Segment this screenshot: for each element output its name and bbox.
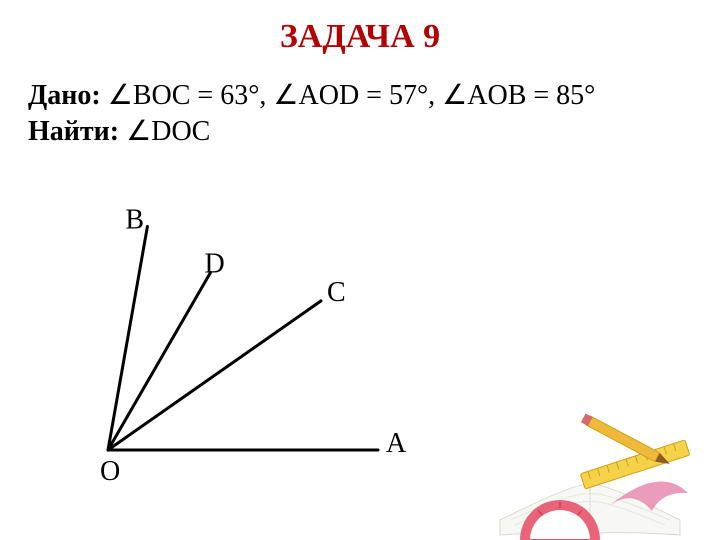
- ray-C: [108, 301, 321, 450]
- given-label: Дано:: [28, 80, 101, 111]
- ray-label-C: C: [327, 277, 346, 308]
- find-label: Найти:: [28, 116, 119, 147]
- origin-label: O: [100, 456, 120, 487]
- given-line: Дано: ∠BOC = 63°, ∠AOD = 57°, ∠AOB = 85°: [28, 78, 595, 112]
- ray-label-D: D: [205, 248, 225, 279]
- diagram-svg: A C D B O: [28, 150, 488, 490]
- stationery-decor: [460, 370, 720, 540]
- find-line: Найти: ∠DOC: [28, 114, 210, 148]
- ray-label-A: A: [386, 428, 407, 459]
- find-text: ∠DOC: [119, 116, 210, 147]
- ray-label-B: B: [125, 204, 144, 235]
- given-text: ∠BOC = 63°, ∠AOD = 57°, ∠AOB = 85°: [101, 80, 596, 111]
- problem-title: ЗАДАЧА 9: [0, 18, 720, 56]
- angle-diagram: A C D B O: [28, 150, 488, 490]
